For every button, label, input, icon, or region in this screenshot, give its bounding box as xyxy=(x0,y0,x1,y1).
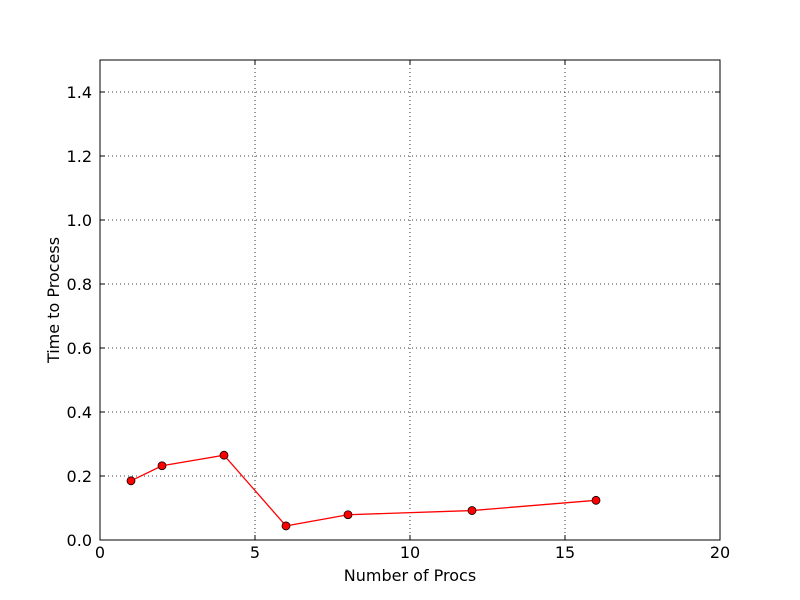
data-point xyxy=(157,461,167,471)
data-point xyxy=(126,476,136,486)
x-tick-label: 10 xyxy=(400,543,420,562)
y-tick-label: 0.2 xyxy=(67,467,92,486)
data-point xyxy=(343,510,353,520)
x-tick-label: 20 xyxy=(710,543,730,562)
y-tick-label: 1.4 xyxy=(67,83,92,102)
y-tick-label: 0.4 xyxy=(67,403,92,422)
x-tick-label: 5 xyxy=(250,543,260,562)
ticks: 0 5 10 15 20 0.0 0.2 0.4 0.6 0.8 1.0 1.2 1.4 xyxy=(67,60,730,562)
y-tick-label: 0.8 xyxy=(67,275,92,294)
data-point xyxy=(281,521,291,531)
series-line xyxy=(130,454,597,527)
y-tick-label: 0.6 xyxy=(67,339,92,358)
y-axis-label: Time to Process xyxy=(44,237,63,364)
x-tick-label: 0 xyxy=(95,543,105,562)
x-tick-label: 15 xyxy=(555,543,575,562)
series-layer xyxy=(126,450,601,531)
y-tick-label: 1.2 xyxy=(67,147,92,166)
plot-frame xyxy=(99,59,721,541)
data-point xyxy=(467,506,477,515)
data-point xyxy=(219,450,229,460)
data-point xyxy=(591,495,601,505)
grid xyxy=(100,60,720,540)
y-tick-label: 0.0 xyxy=(67,531,92,550)
x-axis-label: Number of Procs xyxy=(344,566,476,585)
y-tick-label: 1.0 xyxy=(67,211,92,230)
